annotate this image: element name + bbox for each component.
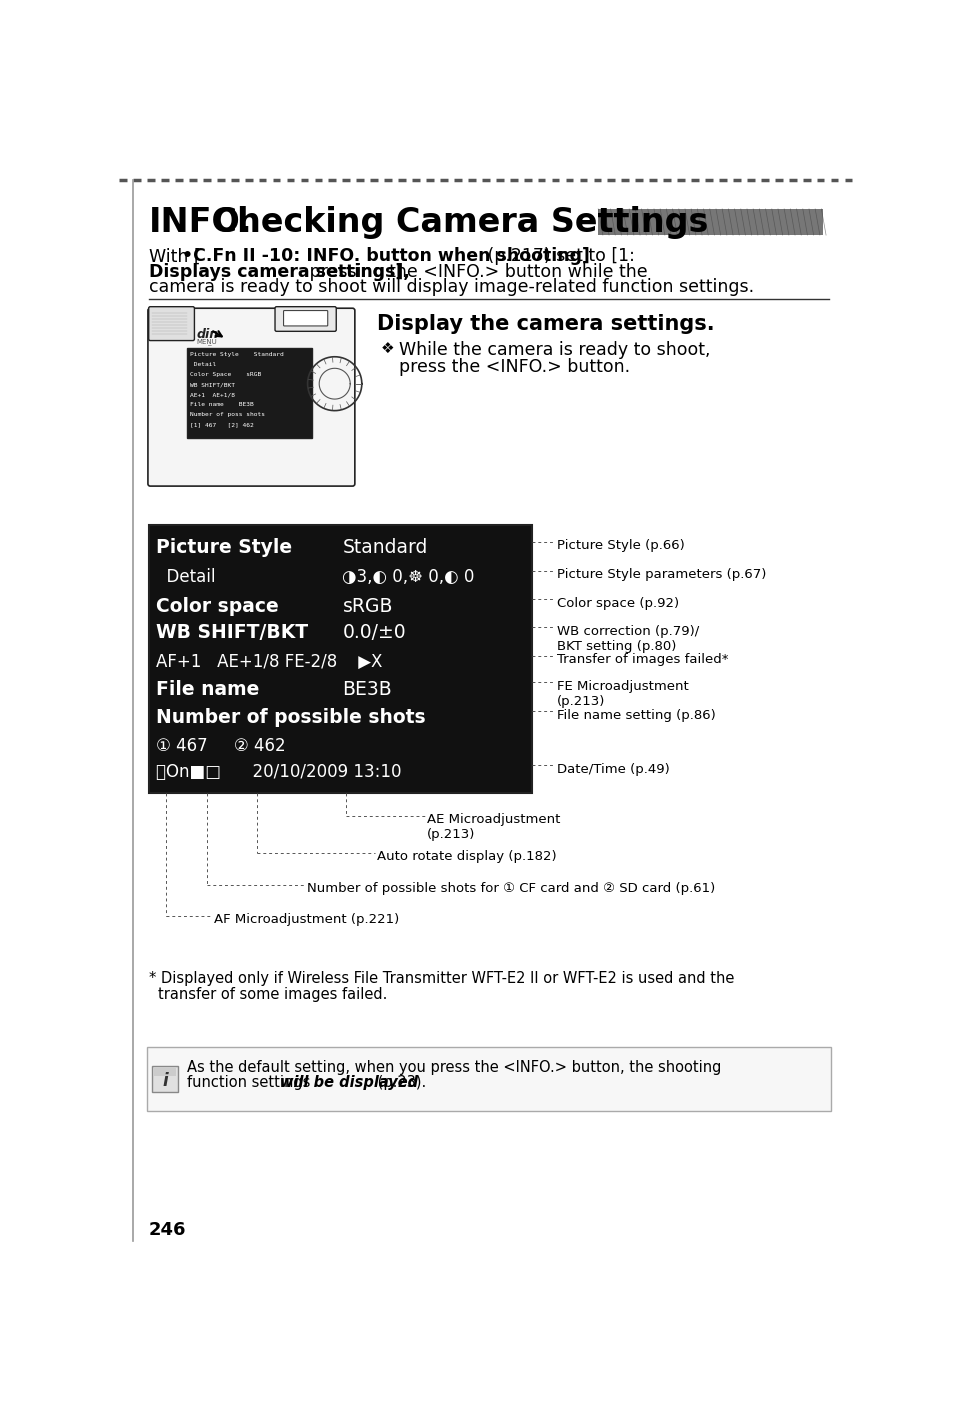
Text: AE Microadjustment
(p.213): AE Microadjustment (p.213): [427, 812, 559, 841]
FancyBboxPatch shape: [149, 307, 194, 341]
Text: Color space (p.92): Color space (p.92): [557, 596, 679, 611]
Text: Display the camera settings.: Display the camera settings.: [377, 314, 714, 334]
Text: •C.Fn II -10: INFO. button when shooting]: •C.Fn II -10: INFO. button when shooting…: [182, 247, 589, 266]
Text: ❖: ❖: [381, 341, 395, 356]
Text: Date/Time (p.49): Date/Time (p.49): [557, 763, 669, 775]
Text: File name setting (p.86): File name setting (p.86): [557, 709, 715, 721]
Text: As the default setting, when you press the <INFO.> button, the shooting: As the default setting, when you press t…: [187, 1059, 720, 1075]
Text: transfer of some images failed.: transfer of some images failed.: [158, 987, 387, 1001]
FancyBboxPatch shape: [152, 1066, 178, 1092]
Text: Detail: Detail: [156, 568, 215, 585]
FancyBboxPatch shape: [149, 524, 532, 792]
Text: With [: With [: [149, 247, 200, 266]
Text: File name: File name: [156, 680, 259, 699]
Text: ⛲On■□      20/10/2009 13:10: ⛲On■□ 20/10/2009 13:10: [156, 764, 401, 781]
Text: * Displayed only if Wireless File Transmitter WFT-E2 II or WFT-E2 is used and th: * Displayed only if Wireless File Transm…: [149, 971, 733, 987]
Text: BE3B: BE3B: [342, 680, 392, 699]
FancyBboxPatch shape: [283, 311, 328, 327]
Text: camera is ready to shoot will display image-related function settings.: camera is ready to shoot will display im…: [149, 278, 753, 297]
Text: AF Microadjustment (p.221): AF Microadjustment (p.221): [213, 913, 398, 926]
Text: Standard: Standard: [342, 538, 427, 558]
Text: press the <INFO.> button.: press the <INFO.> button.: [398, 358, 630, 376]
FancyBboxPatch shape: [147, 1047, 830, 1112]
Text: AF+1   AE+1/8 FE-2/8    ▶X: AF+1 AE+1/8 FE-2/8 ▶X: [156, 652, 382, 670]
Text: Transfer of images failed*: Transfer of images failed*: [557, 653, 728, 666]
Text: Number of possible shots for ① CF card and ② SD card (p.61): Number of possible shots for ① CF card a…: [307, 882, 715, 895]
Text: (p.23).: (p.23).: [373, 1075, 425, 1091]
Text: Detail: Detail: [190, 362, 215, 368]
Text: pressing the <INFO.> button while the: pressing the <INFO.> button while the: [303, 263, 647, 281]
Text: i: i: [162, 1072, 168, 1089]
Text: While the camera is ready to shoot,: While the camera is ready to shoot,: [398, 341, 710, 359]
Text: WB correction (p.79)/
BKT setting (p.80): WB correction (p.79)/ BKT setting (p.80): [557, 625, 699, 653]
FancyBboxPatch shape: [187, 348, 312, 439]
FancyBboxPatch shape: [598, 209, 822, 236]
Text: 0.0/±0: 0.0/±0: [342, 623, 406, 642]
Text: function settings: function settings: [187, 1075, 314, 1091]
Text: AE+1  AE+1/8: AE+1 AE+1/8: [190, 392, 234, 398]
FancyBboxPatch shape: [274, 307, 335, 331]
Text: Picture Style    Standard: Picture Style Standard: [190, 352, 283, 356]
Text: Picture Style (p.66): Picture Style (p.66): [557, 540, 684, 552]
Text: FE Microadjustment
(p.213): FE Microadjustment (p.213): [557, 680, 688, 709]
Text: MEN̲U: MEN̲U: [196, 338, 217, 345]
Text: will be displayed: will be displayed: [279, 1075, 417, 1091]
Text: File name    BE3B: File name BE3B: [190, 402, 253, 408]
Text: 246: 246: [149, 1221, 186, 1240]
Text: Number of poss shots: Number of poss shots: [190, 412, 265, 417]
Text: sRGB: sRGB: [342, 596, 393, 616]
Text: ① 467     ② 462: ① 467 ② 462: [156, 737, 286, 755]
Text: WB SHIFT/BKT: WB SHIFT/BKT: [190, 382, 234, 388]
Text: Checking Camera Settings: Checking Camera Settings: [201, 206, 708, 239]
Text: Displays camera settings],: Displays camera settings],: [149, 263, 409, 281]
Text: din: din: [196, 328, 218, 341]
Text: Picture Style: Picture Style: [156, 538, 293, 558]
Text: Auto rotate display (p.182): Auto rotate display (p.182): [376, 849, 556, 862]
FancyBboxPatch shape: [154, 1068, 175, 1076]
Text: (p.217) set to [1:: (p.217) set to [1:: [481, 247, 634, 266]
Text: ◑3,◐ 0,☸ 0,◐ 0: ◑3,◐ 0,☸ 0,◐ 0: [342, 568, 475, 585]
Text: Color space: Color space: [156, 596, 279, 616]
Text: Color Space    sRGB: Color Space sRGB: [190, 372, 261, 378]
Text: WB SHIFT/BKT: WB SHIFT/BKT: [156, 623, 308, 642]
Text: Number of possible shots: Number of possible shots: [156, 707, 426, 727]
Text: INFO.: INFO.: [149, 206, 252, 239]
Text: [1] 467   [2] 462: [1] 467 [2] 462: [190, 422, 253, 427]
Text: Picture Style parameters (p.67): Picture Style parameters (p.67): [557, 568, 765, 582]
FancyBboxPatch shape: [148, 308, 355, 486]
